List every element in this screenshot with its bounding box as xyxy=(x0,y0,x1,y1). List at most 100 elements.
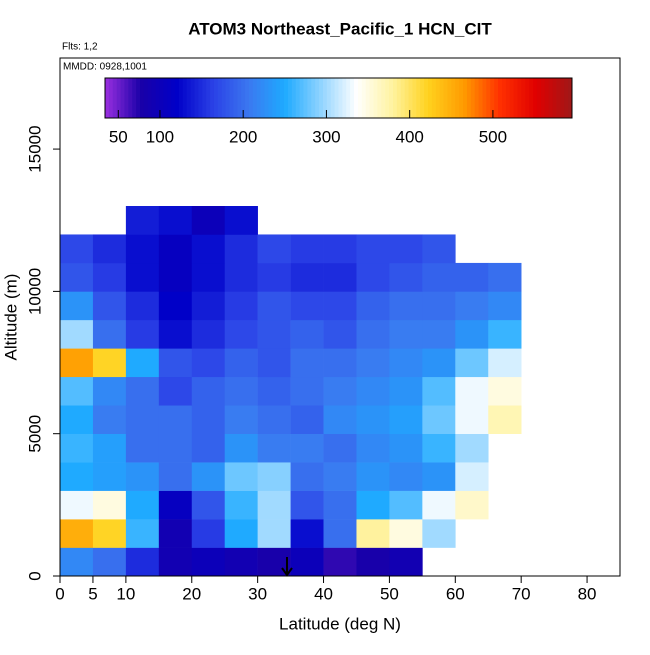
heat-cell xyxy=(125,433,160,463)
colorbar-step xyxy=(112,78,118,118)
heat-cell xyxy=(92,291,127,321)
heat-cell xyxy=(389,405,423,434)
heat-cell xyxy=(422,519,456,548)
colorbar-step xyxy=(560,78,565,118)
colorbar-step xyxy=(396,78,402,118)
heat-cell xyxy=(389,262,423,292)
heat-cell xyxy=(290,348,324,378)
heat-cell xyxy=(389,291,423,321)
heat-cell xyxy=(323,348,357,378)
y-tick-label: 0 xyxy=(25,571,44,580)
heat-cell xyxy=(356,262,390,292)
colorbar-step xyxy=(424,78,429,118)
colorbar-step xyxy=(568,78,573,118)
colorbar-step xyxy=(291,78,297,118)
heat-cell xyxy=(389,234,423,264)
colorbar-step xyxy=(311,78,316,118)
colorbar-step xyxy=(451,78,456,118)
colorbar-step xyxy=(373,78,378,118)
heat-cell xyxy=(455,376,489,406)
heat-cell xyxy=(92,234,127,264)
heat-cell xyxy=(191,462,226,491)
colorbar-step xyxy=(389,78,394,118)
heat-cell xyxy=(356,490,390,520)
heat-cell xyxy=(389,547,423,577)
heat-cell xyxy=(224,490,258,520)
heat-cell xyxy=(323,376,357,406)
heat-cell xyxy=(422,433,456,463)
colorbar-step xyxy=(521,78,526,118)
heat-cell xyxy=(92,519,127,548)
heat-cell xyxy=(191,433,226,463)
colorbar-step xyxy=(322,78,328,118)
colorbar-step xyxy=(108,78,114,118)
heat-cell xyxy=(455,348,489,378)
x-tick-label: 20 xyxy=(182,584,201,603)
colorbar-step xyxy=(361,78,367,118)
colorbar-step xyxy=(186,78,192,118)
colorbar-tick-label: 400 xyxy=(395,127,423,146)
heat-cell xyxy=(422,319,456,349)
heat-cell xyxy=(290,547,324,577)
heat-cell xyxy=(257,348,291,378)
heat-cell xyxy=(488,319,522,349)
heat-cell xyxy=(290,376,324,406)
heat-cell xyxy=(92,462,127,491)
heat-cell xyxy=(488,262,522,292)
colorbar-step xyxy=(544,78,550,118)
x-tick-label: 10 xyxy=(116,584,135,603)
colorbar-step xyxy=(330,78,336,118)
colorbar-step xyxy=(482,78,487,118)
colorbar-step xyxy=(466,78,472,118)
heat-cell xyxy=(125,547,160,577)
heat-cell xyxy=(191,319,226,349)
heat-cell xyxy=(60,234,94,264)
colorbar-step xyxy=(105,78,110,118)
colorbar-step xyxy=(155,78,160,118)
heat-cell xyxy=(323,234,357,264)
heat-cell xyxy=(125,262,160,292)
heat-cell xyxy=(158,405,193,434)
colorbar-step xyxy=(213,78,219,118)
heat-cell xyxy=(158,490,193,520)
colorbar-step xyxy=(342,78,347,118)
colorbar-step xyxy=(319,78,324,118)
heat-cell xyxy=(488,376,522,406)
colorbar-step xyxy=(369,78,375,118)
heat-cell xyxy=(422,262,456,292)
heat-cell xyxy=(422,462,456,491)
x-axis-title: Latitude (deg N) xyxy=(279,614,401,633)
heat-cell xyxy=(257,376,291,406)
heat-cell xyxy=(455,291,489,321)
dates-label: MMDD: 0928,1001 xyxy=(63,62,147,73)
colorbar-step xyxy=(260,78,266,118)
colorbar-step xyxy=(202,78,207,118)
heat-cell xyxy=(125,291,160,321)
heat-cell xyxy=(191,348,226,378)
colorbar-step xyxy=(474,78,480,118)
colorbar-step xyxy=(509,78,515,118)
heat-cell xyxy=(257,490,291,520)
heat-cell xyxy=(257,234,291,264)
heat-cell xyxy=(389,376,423,406)
heat-cell xyxy=(323,291,357,321)
colorbar-step xyxy=(194,78,199,118)
colorbar-step xyxy=(120,78,125,118)
heat-cell xyxy=(60,319,94,349)
y-tick-label: 10000 xyxy=(25,268,44,315)
heat-cell xyxy=(125,405,160,434)
heat-cell xyxy=(323,319,357,349)
colorbar-step xyxy=(245,78,250,118)
heat-cell xyxy=(323,547,357,577)
heat-cell xyxy=(92,547,127,577)
heat-cell xyxy=(455,405,489,434)
heat-cell xyxy=(92,405,127,434)
heat-cell xyxy=(92,262,127,292)
colorbar-step xyxy=(517,78,522,118)
heat-cell xyxy=(224,462,258,491)
heat-cell xyxy=(224,262,258,292)
colorbar-step xyxy=(533,78,538,118)
colorbar-tick-label: 300 xyxy=(312,127,340,146)
heat-cell xyxy=(290,262,324,292)
heat-cell xyxy=(224,433,258,463)
